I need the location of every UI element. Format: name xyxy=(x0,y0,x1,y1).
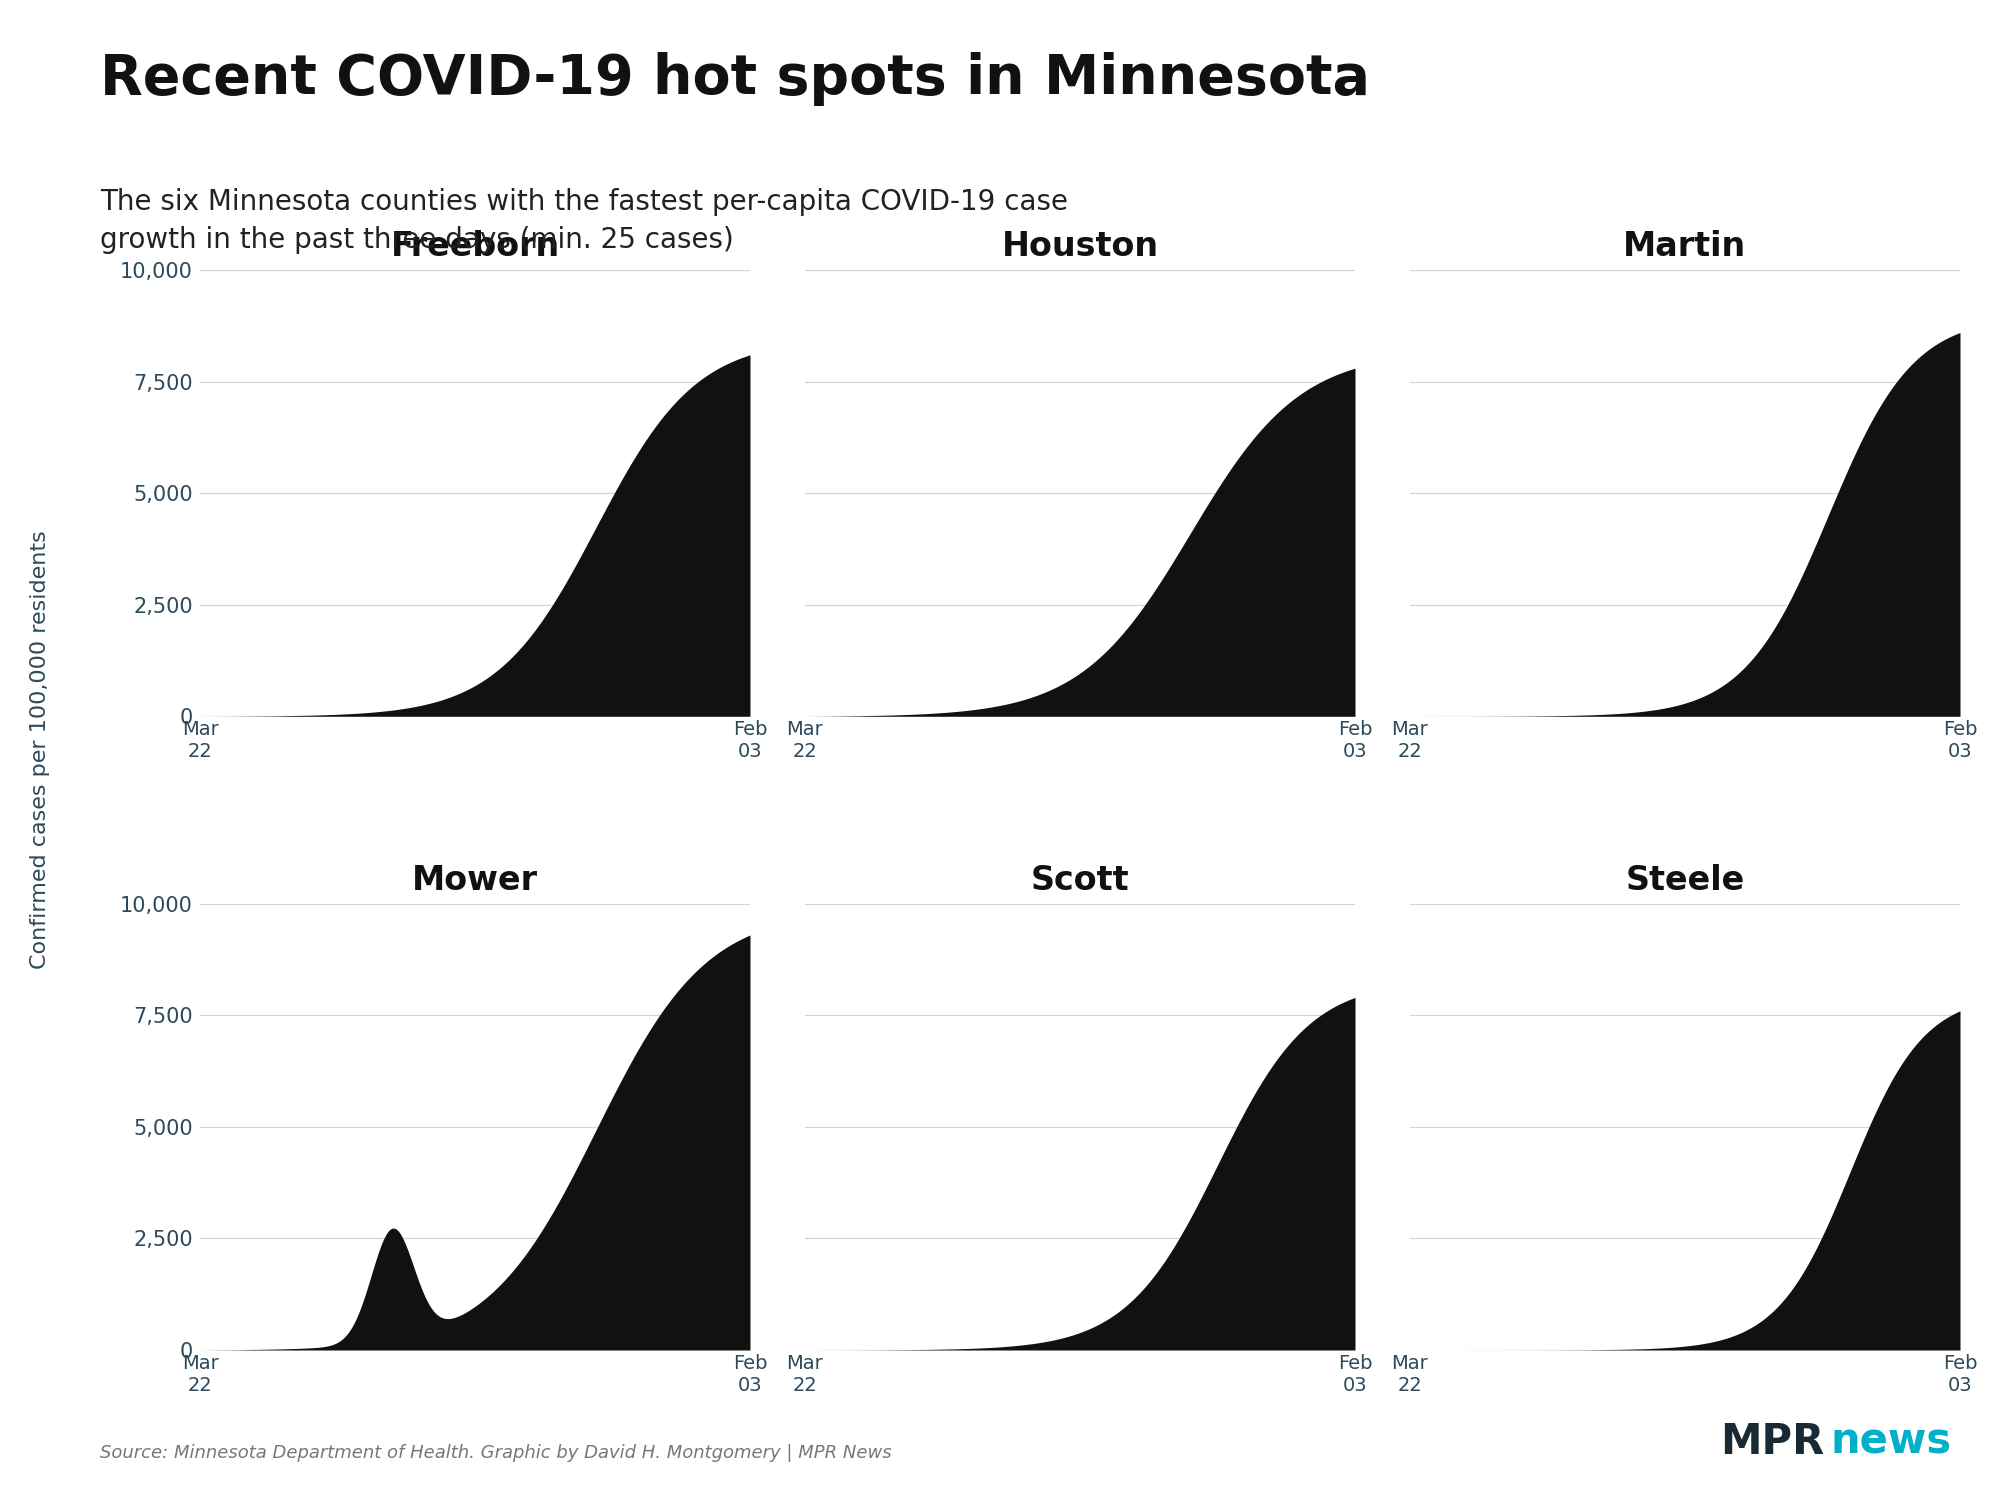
Title: Steele: Steele xyxy=(1626,864,1744,897)
Text: news: news xyxy=(1830,1420,1952,1462)
Text: MPR: MPR xyxy=(1720,1420,1824,1462)
Title: Mower: Mower xyxy=(412,864,538,897)
Text: Source: Minnesota Department of Health. Graphic by David H. Montgomery | MPR New: Source: Minnesota Department of Health. … xyxy=(100,1444,892,1462)
Text: Confirmed cases per 100,000 residents: Confirmed cases per 100,000 residents xyxy=(30,531,50,969)
Title: Freeborn: Freeborn xyxy=(390,230,560,262)
Text: Recent COVID-19 hot spots in Minnesota: Recent COVID-19 hot spots in Minnesota xyxy=(100,53,1370,106)
Title: Martin: Martin xyxy=(1624,230,1746,262)
Text: The six Minnesota counties with the fastest per-capita COVID-19 case
growth in t: The six Minnesota counties with the fast… xyxy=(100,188,1068,255)
Title: Houston: Houston xyxy=(1002,230,1158,262)
Title: Scott: Scott xyxy=(1030,864,1130,897)
